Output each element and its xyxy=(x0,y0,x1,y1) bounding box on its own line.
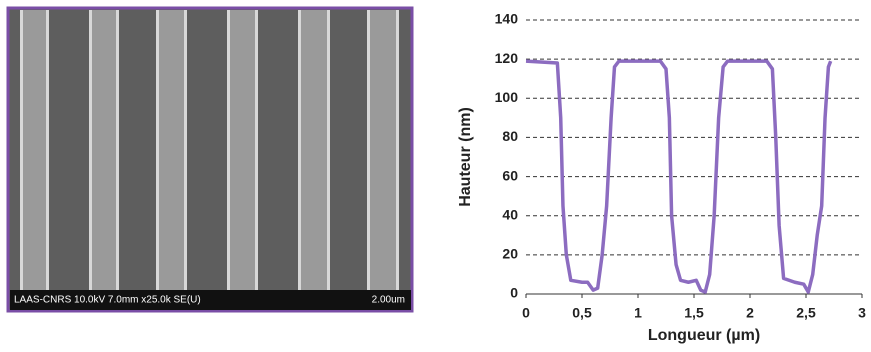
sem-image: LAAS-CNRS 10.0kV 7.0mm x25.0k SE(U) 2.00… xyxy=(6,6,414,313)
x-axis-label: Longueur (µm) xyxy=(648,327,760,344)
chart: 0 20 40 60 80 100 120 140 0 0,5 1 1,5 2 2,5 3 Longueur … xyxy=(457,11,866,345)
x-tick-label: 1,5 xyxy=(684,305,704,321)
y-tick-label: 120 xyxy=(495,50,519,66)
y-tick-label: 80 xyxy=(502,128,518,144)
y-tick-label: 20 xyxy=(502,246,518,262)
y-tick-label: 0 xyxy=(510,285,518,301)
profile-line xyxy=(525,59,833,294)
y-tick-label: 40 xyxy=(502,206,518,222)
x-tick-label: 0 xyxy=(522,305,530,321)
y-axis-label: Hauteur (nm) xyxy=(457,107,474,207)
y-tick-label: 100 xyxy=(495,89,519,105)
scale-label: 2.00um xyxy=(372,295,405,306)
y-tick-label: 140 xyxy=(495,11,519,27)
y-tick-label: 60 xyxy=(502,167,518,183)
sem-info: LAAS-CNRS 10.0kV 7.0mm x25.0k SE(U) xyxy=(14,295,201,306)
x-tick-label: 1 xyxy=(634,305,642,321)
x-tick-label: 2 xyxy=(746,305,754,321)
x-tick-label: 0,5 xyxy=(572,305,592,321)
x-tick-label: 3 xyxy=(858,305,866,321)
x-tick-label: 2,5 xyxy=(796,305,816,321)
